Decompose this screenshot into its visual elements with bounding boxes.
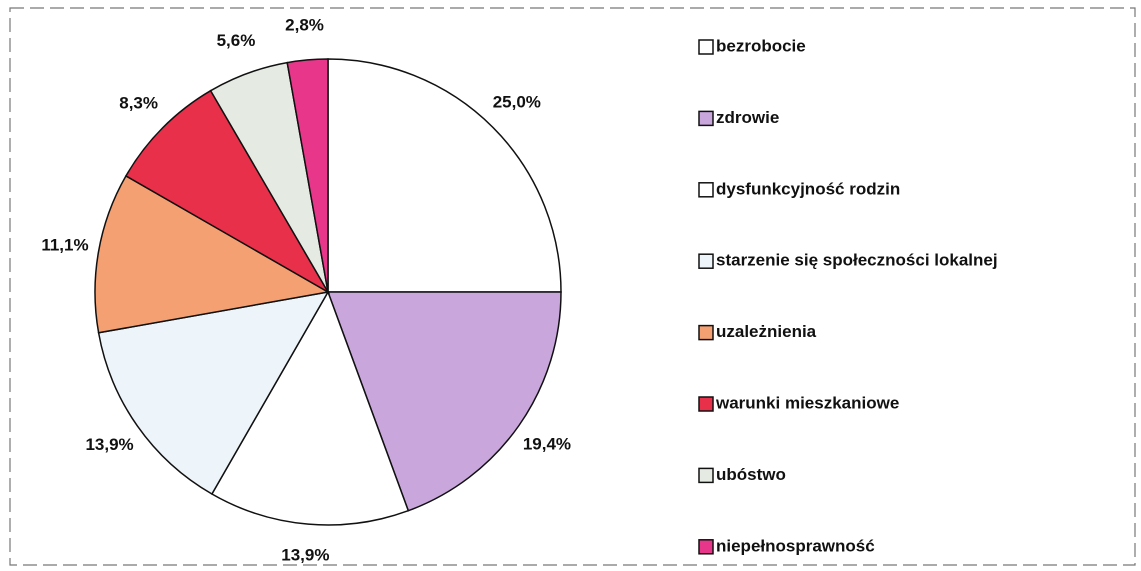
data-label: 8,3% bbox=[119, 93, 158, 112]
data-label: 13,9% bbox=[281, 545, 329, 564]
legend-swatch bbox=[698, 467, 714, 484]
legend-swatch bbox=[698, 539, 714, 555]
legend-swatch bbox=[698, 396, 714, 412]
data-label: 5,6% bbox=[217, 31, 256, 50]
frame bbox=[9, 7, 1136, 566]
pie-slice bbox=[326, 291, 562, 512]
legend-swatch bbox=[698, 253, 714, 269]
pie-slice bbox=[94, 174, 331, 334]
data-label: 25,0% bbox=[493, 93, 541, 112]
data-label: 13,9% bbox=[85, 435, 133, 454]
legend-label: dysfunkcyjność rodzin bbox=[716, 179, 900, 198]
legend-swatch bbox=[698, 39, 714, 55]
pie-slice bbox=[124, 89, 331, 295]
legend-label: ubóstwo bbox=[716, 465, 786, 484]
pie-slice bbox=[210, 290, 410, 526]
pie-slice bbox=[97, 290, 330, 496]
data-label: 19,4% bbox=[523, 434, 571, 453]
legend-swatch bbox=[698, 182, 714, 198]
legend-label: niepełnosprawność bbox=[716, 536, 875, 555]
legend-swatch bbox=[698, 324, 714, 341]
legend-label: starzenie się społeczności lokalnej bbox=[716, 251, 998, 270]
legend-label: uzależnienia bbox=[716, 322, 817, 341]
data-label: 11,1% bbox=[41, 236, 88, 255]
legend-label: bezrobocie bbox=[716, 36, 806, 55]
legend-swatch bbox=[698, 110, 714, 127]
pie-slice bbox=[327, 58, 562, 293]
data-label: 2,8% bbox=[285, 16, 324, 35]
legend-label: warunki mieszkaniowe bbox=[715, 393, 899, 412]
legend-label: zdrowie bbox=[716, 108, 779, 127]
pie-slice bbox=[286, 58, 329, 293]
